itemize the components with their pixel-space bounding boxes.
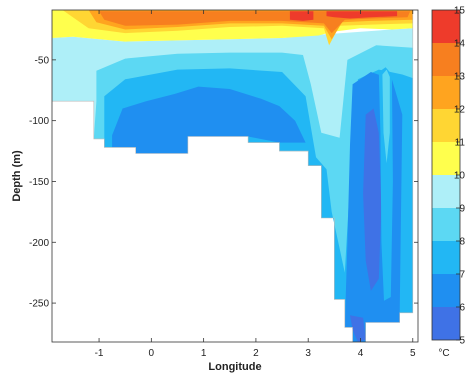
- colorbar-tick-label: 13: [454, 72, 466, 83]
- colorbar-tick-label: 14: [454, 39, 466, 50]
- colorbar-band-8-9: [432, 208, 460, 241]
- colorbar-unit-label: °C: [438, 348, 449, 359]
- x-tick-label: 2: [253, 348, 259, 359]
- colorbar-tick-label: 9: [459, 204, 465, 215]
- isotherm-region-14c-13: [289, 11, 314, 21]
- colorbar-band-11-12: [432, 109, 460, 142]
- isotherm-region-5c-5: [363, 108, 382, 291]
- x-tick-label: 4: [358, 348, 364, 359]
- data-outline-layer: [52, 10, 414, 342]
- colorbar-tick-label: 10: [454, 171, 466, 182]
- x-tick-label: 0: [149, 348, 155, 359]
- y-tick-label: -150: [29, 177, 49, 188]
- colorbar-tick-label: 8: [459, 237, 465, 248]
- x-axis-label: Longitude: [208, 361, 261, 373]
- isotherm-region-6c-3: [112, 86, 306, 154]
- y-tick-label: -250: [29, 299, 49, 310]
- isotherm-region-8c-8: [382, 69, 390, 164]
- y-axis-ticks: -50 -100 -150 -200 -250: [29, 55, 418, 310]
- colorbar-band-13-14: [432, 43, 460, 76]
- colorbar-band-10-11: [432, 142, 460, 175]
- colorbar-band-14-15: [432, 10, 460, 43]
- x-tick-label: -1: [95, 348, 104, 359]
- plot-frame: [51, 9, 419, 343]
- colorbar-band-6-7: [432, 274, 460, 307]
- colorbar-band-12-13: [432, 76, 460, 109]
- colorbar: [431, 9, 461, 341]
- colorbar-tick-label: 7: [459, 270, 465, 281]
- y-tick-label: -100: [29, 116, 49, 127]
- y-tick-label: -50: [35, 55, 50, 66]
- data-coverage-outline: [52, 10, 414, 342]
- colorbar-tick-label: 5: [459, 336, 465, 347]
- colorbar-tick-label: 15: [454, 6, 466, 17]
- isotherm-regions: [52, 10, 413, 342]
- isotherm-region-5c-6: [350, 315, 366, 342]
- colorbar-band-9-10: [432, 175, 460, 208]
- colorbar-ticks: 5 6 7 8 9 10 11 12 13 14 15: [454, 6, 466, 347]
- y-tick-label: -200: [29, 238, 49, 249]
- colorbar-band-7-8: [432, 241, 460, 274]
- x-tick-label: 1: [201, 348, 207, 359]
- colorbar-tick-label: 6: [459, 303, 465, 314]
- x-axis-ticks: -1 0 1 2 3 4 5: [95, 10, 416, 359]
- colorbar-band-5-6: [432, 307, 460, 340]
- x-tick-label: 3: [305, 348, 311, 359]
- y-axis-label: Depth (m): [11, 150, 23, 202]
- colorbar-tick-label: 11: [455, 138, 466, 149]
- x-tick-label: 5: [410, 348, 416, 359]
- isotherm-region-14c-14: [326, 11, 398, 19]
- colorbar-tick-label: 12: [454, 105, 466, 116]
